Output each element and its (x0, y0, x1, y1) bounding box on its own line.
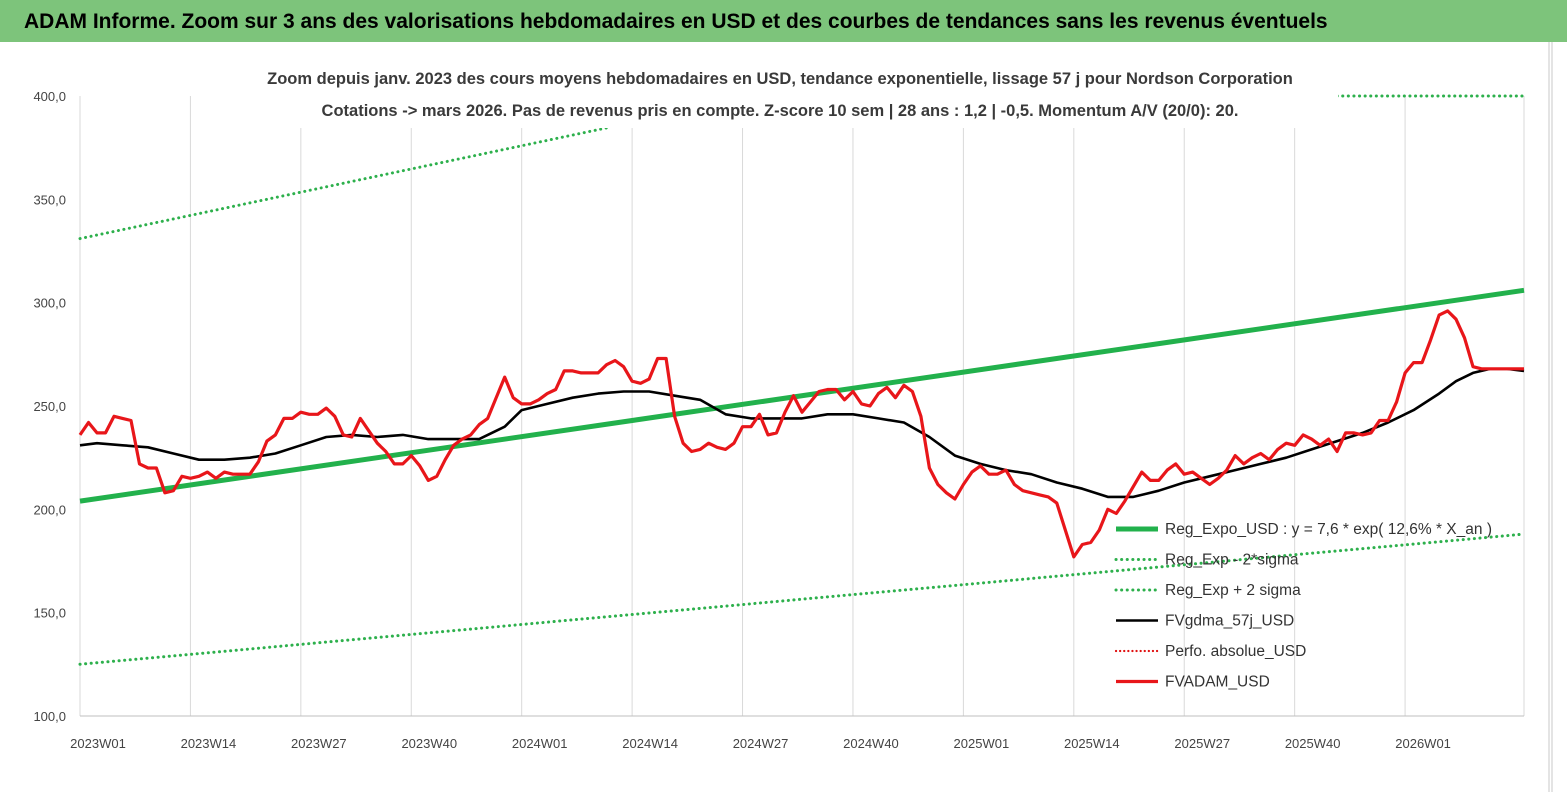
legend-label-perfo: Perfo. absolue_USD (1165, 643, 1306, 660)
x-tick-label: 2025W14 (1064, 736, 1120, 751)
report-title-banner: ADAM Informe. Zoom sur 3 ans des valoris… (0, 0, 1567, 42)
series-line-price (78, 309, 1524, 559)
y-tick-label: 250,0 (33, 399, 66, 414)
x-tick-label: 2024W14 (622, 736, 678, 751)
x-tick-label: 2025W01 (954, 736, 1010, 751)
series-layer (78, 94, 1526, 666)
x-tick-label: 2024W27 (733, 736, 789, 751)
y-tick-label: 300,0 (33, 296, 66, 311)
legend-label-plus2: Reg_Exp + 2 sigma (1165, 582, 1301, 599)
vertical-gridlines (79, 96, 1525, 716)
y-tick-label: 400,0 (33, 89, 66, 104)
x-tick-label: 2026W01 (1395, 736, 1451, 751)
x-tick-label: 2023W14 (181, 736, 237, 751)
x-tick-label: 2023W40 (401, 736, 457, 751)
y-tick-label: 200,0 (33, 502, 66, 517)
x-tick-label: 2025W40 (1285, 736, 1341, 751)
x-axis-ticks: 2023W01 2023W14 2023W27 2023W40 2024W01 2024W… (70, 736, 1451, 751)
y-axis-ticks: 100,0 150,0 200,0 250,0 300,0 350,0 400,0 (33, 89, 66, 724)
subtitle-background (228, 62, 1338, 128)
x-tick-label: 2024W40 (843, 736, 899, 751)
chart-subtitle-line-1: Zoom depuis janv. 2023 des cours moyens … (267, 70, 1293, 88)
y-tick-label: 150,0 (33, 606, 66, 621)
chart-svg: 100,0 150,0 200,0 250,0 300,0 350,0 400,0 2023… (33, 42, 1553, 792)
chart-subtitle-line-2: Cotations -> mars 2026. Pas de revenus p… (322, 102, 1239, 120)
legend-label-average: FVgdma_57j_USD (1165, 613, 1294, 630)
legend: Reg_Expo_USD : y = 7,6 * exp( 12,6% * X_… (1114, 521, 1492, 691)
x-tick-label: 2023W27 (291, 736, 347, 751)
series-line-minus-2-sigma (78, 532, 1526, 666)
x-tick-label: 2025W27 (1174, 736, 1230, 751)
legend-label-minus2: Reg_Exp - 2*sigma (1165, 552, 1299, 569)
y-tick-label: 350,0 (33, 192, 66, 207)
legend-label-trend: Reg_Expo_USD : y = 7,6 * exp( 12,6% * X_… (1165, 521, 1492, 538)
y-tick-label: 100,0 (33, 709, 66, 724)
x-tick-label: 2024W01 (512, 736, 568, 751)
series-line-plus-2-sigma (78, 125, 613, 241)
chart-frame: 100,0 150,0 200,0 250,0 300,0 350,0 400,0 2023… (0, 42, 1567, 792)
x-tick-label: 2023W01 (70, 736, 126, 751)
series-line-trend (79, 287, 1525, 504)
series-line-average-57j (79, 367, 1525, 499)
legend-label-price: FVADAM_USD (1165, 674, 1270, 691)
